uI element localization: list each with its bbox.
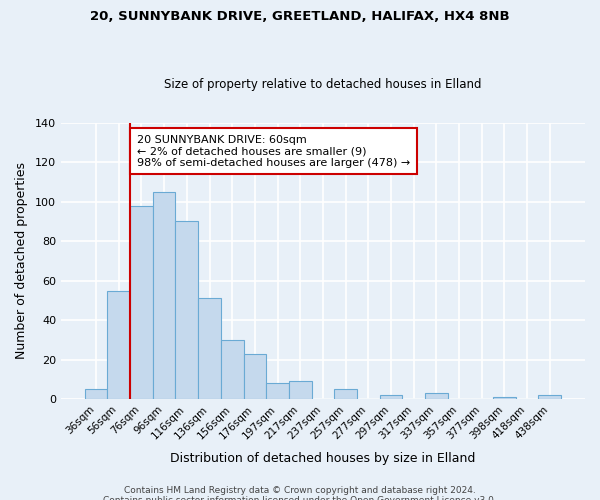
Text: 20 SUNNYBANK DRIVE: 60sqm
← 2% of detached houses are smaller (9)
98% of semi-de: 20 SUNNYBANK DRIVE: 60sqm ← 2% of detach…	[137, 134, 410, 168]
Bar	[244, 354, 266, 399]
X-axis label: Distribution of detached houses by size in Elland: Distribution of detached houses by size …	[170, 452, 476, 465]
Bar	[107, 290, 130, 399]
Bar	[153, 192, 175, 399]
Bar	[175, 222, 198, 399]
Bar	[493, 397, 516, 399]
Bar	[380, 395, 403, 399]
Bar	[425, 393, 448, 399]
Bar	[221, 340, 244, 399]
Text: Contains HM Land Registry data © Crown copyright and database right 2024.: Contains HM Land Registry data © Crown c…	[124, 486, 476, 495]
Bar	[289, 382, 311, 399]
Text: Contains public sector information licensed under the Open Government Licence v3: Contains public sector information licen…	[103, 496, 497, 500]
Bar	[198, 298, 221, 399]
Bar	[85, 390, 107, 399]
Bar	[334, 390, 357, 399]
Bar	[266, 384, 289, 399]
Text: 20, SUNNYBANK DRIVE, GREETLAND, HALIFAX, HX4 8NB: 20, SUNNYBANK DRIVE, GREETLAND, HALIFAX,…	[90, 10, 510, 23]
Bar	[130, 206, 153, 399]
Y-axis label: Number of detached properties: Number of detached properties	[15, 162, 28, 360]
Bar	[538, 395, 561, 399]
Title: Size of property relative to detached houses in Elland: Size of property relative to detached ho…	[164, 78, 482, 91]
